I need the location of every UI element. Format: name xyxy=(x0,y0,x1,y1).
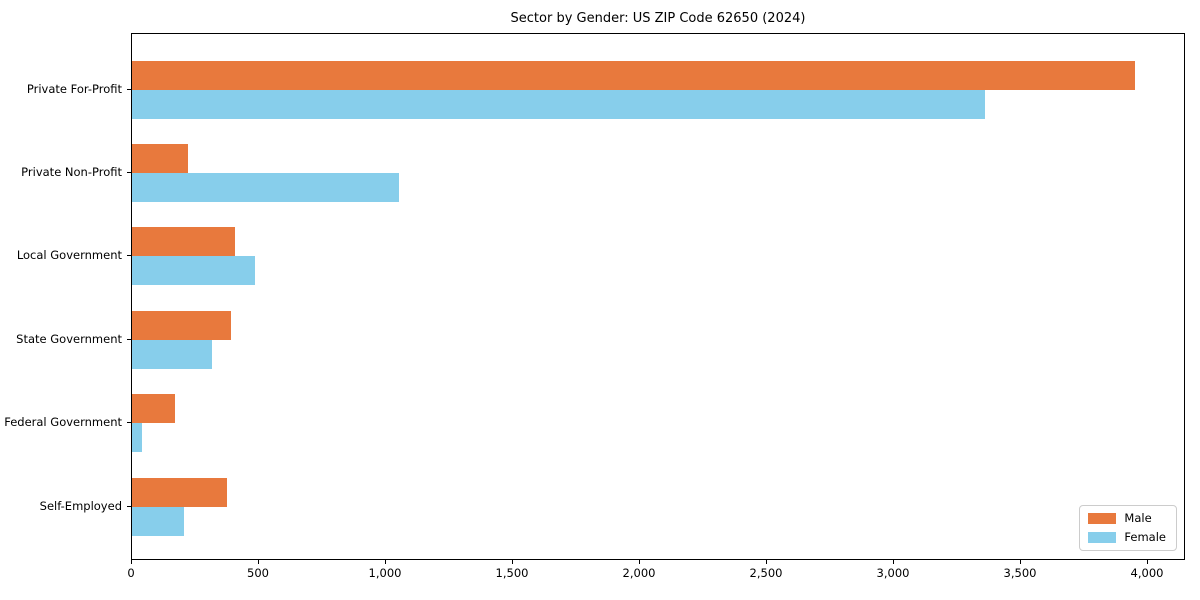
x-tick-label: 500 xyxy=(247,566,269,580)
bar-male-4 xyxy=(132,310,231,340)
legend-item-female: Female xyxy=(1088,531,1166,544)
legend: Male Female xyxy=(1079,505,1177,551)
category-label: Private For-Profit xyxy=(26,82,122,96)
x-tick-mark xyxy=(766,560,767,564)
bar-female-4 xyxy=(132,339,212,369)
x-tick-mark xyxy=(385,560,386,564)
bar-male-5 xyxy=(132,394,175,424)
x-tick-mark xyxy=(1020,560,1021,564)
bar-female-3 xyxy=(132,256,255,286)
female-legend-swatch xyxy=(1088,532,1117,543)
female-legend-label: Female xyxy=(1124,530,1166,544)
x-tick-mark xyxy=(131,560,132,564)
x-tick-label: 1,500 xyxy=(495,566,529,580)
x-tick-mark xyxy=(512,560,513,564)
y-tick-mark xyxy=(127,89,131,90)
y-tick-mark xyxy=(127,255,131,256)
x-tick-label: 3,000 xyxy=(876,566,910,580)
x-tick-label: 3,500 xyxy=(1003,566,1037,580)
bar-male-1 xyxy=(132,60,1135,90)
chart-title: Sector by Gender: US ZIP Code 62650 (202… xyxy=(510,11,806,26)
category-label: Federal Government xyxy=(4,415,122,429)
male-legend-label: Male xyxy=(1124,511,1152,525)
bar-male-2 xyxy=(132,143,188,173)
x-tick-label: 4,000 xyxy=(1130,566,1164,580)
x-tick-label: 0 xyxy=(127,566,135,580)
legend-item-male: Male xyxy=(1088,512,1166,525)
bar-male-3 xyxy=(132,227,235,257)
x-tick-mark xyxy=(893,560,894,564)
x-tick-mark xyxy=(258,560,259,564)
x-tick-mark xyxy=(639,560,640,564)
y-tick-mark xyxy=(127,339,131,340)
bar-female-6 xyxy=(132,506,184,536)
x-tick-label: 2,500 xyxy=(749,566,783,580)
category-label: State Government xyxy=(16,332,122,346)
category-label: Private Non-Profit xyxy=(21,165,122,179)
bar-male-6 xyxy=(132,477,227,507)
y-tick-mark xyxy=(127,422,131,423)
bar-female-1 xyxy=(132,89,985,119)
category-label: Local Government xyxy=(16,248,122,262)
x-tick-mark xyxy=(1147,560,1148,564)
x-tick-label: 2,000 xyxy=(622,566,656,580)
bar-female-2 xyxy=(132,172,399,202)
male-legend-swatch xyxy=(1088,513,1117,524)
plot-area: Male Female xyxy=(131,33,1185,560)
bar-female-5 xyxy=(132,423,142,453)
x-tick-label: 1,000 xyxy=(368,566,402,580)
y-tick-mark xyxy=(127,172,131,173)
y-tick-mark xyxy=(127,506,131,507)
category-label: Self-Employed xyxy=(39,499,122,513)
